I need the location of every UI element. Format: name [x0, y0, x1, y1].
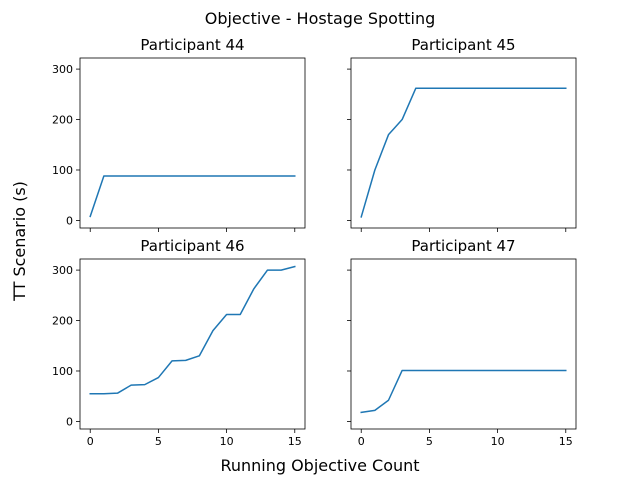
subplot-1: Participant 44 0 100 200 300 [52, 36, 306, 232]
series-line [360, 87, 567, 218]
series-line [89, 175, 296, 218]
subplot-2: Participant 45 [347, 36, 577, 232]
subplot-4: Participant 47 0 5 10 15 [347, 237, 577, 448]
y-tick-label: 100 [52, 164, 73, 177]
subplot-title: Participant 47 [411, 237, 515, 255]
figure-ylabel: TT Scenario (s) [10, 181, 29, 302]
subplot-title: Participant 46 [140, 237, 244, 255]
x-tick-label: 0 [87, 435, 94, 448]
subplot-title: Participant 45 [411, 36, 515, 54]
x-tick-label: 10 [220, 435, 234, 448]
subplot-title: Participant 44 [140, 36, 244, 54]
x-tick-label: 15 [288, 435, 302, 448]
y-tick-label: 200 [52, 315, 73, 328]
x-tick-label: 5 [426, 435, 433, 448]
subplot-3: Participant 46 0 5 10 15 0 100 200 300 [52, 237, 306, 448]
x-tick-label: 15 [559, 435, 573, 448]
y-tick-label: 200 [52, 114, 73, 127]
y-tick-label: 100 [52, 365, 73, 378]
figure-xlabel: Running Objective Count [220, 456, 419, 475]
axes-frame [79, 258, 306, 430]
x-tick-label: 10 [491, 435, 505, 448]
y-tick-label: 0 [66, 214, 73, 227]
axes-frame [350, 258, 577, 430]
x-tick-label: 5 [155, 435, 162, 448]
figure-suptitle: Objective - Hostage Spotting [205, 9, 436, 28]
y-tick-label: 0 [66, 415, 73, 428]
series-line [360, 369, 567, 414]
y-tick-label: 300 [52, 264, 73, 277]
x-tick-label: 0 [358, 435, 365, 448]
axes-frame [79, 57, 306, 229]
y-tick-label: 300 [52, 63, 73, 76]
series-line [89, 265, 296, 395]
axes-frame [350, 57, 577, 229]
